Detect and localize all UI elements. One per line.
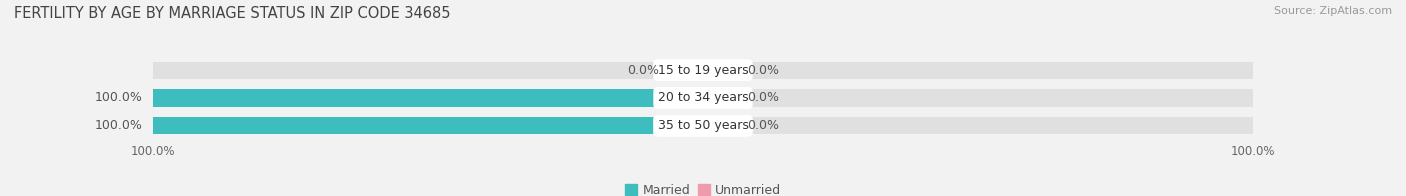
Text: 35 to 50 years: 35 to 50 years — [658, 119, 748, 132]
Text: 20 to 34 years: 20 to 34 years — [658, 92, 748, 104]
Bar — [675, 92, 703, 104]
Text: 0.0%: 0.0% — [747, 64, 779, 77]
Bar — [153, 89, 1253, 107]
Text: FERTILITY BY AGE BY MARRIAGE STATUS IN ZIP CODE 34685: FERTILITY BY AGE BY MARRIAGE STATUS IN Z… — [14, 6, 450, 21]
Bar — [675, 119, 703, 132]
Bar — [703, 92, 731, 104]
Text: Source: ZipAtlas.com: Source: ZipAtlas.com — [1274, 6, 1392, 16]
Text: 100.0%: 100.0% — [94, 119, 142, 132]
Bar — [703, 64, 731, 77]
Text: 0.0%: 0.0% — [627, 64, 659, 77]
Bar — [675, 64, 703, 77]
Bar — [153, 62, 1253, 79]
Text: 0.0%: 0.0% — [747, 92, 779, 104]
Bar — [153, 89, 703, 107]
Bar — [153, 117, 703, 134]
Bar — [153, 117, 1253, 134]
Text: 0.0%: 0.0% — [747, 119, 779, 132]
Text: 100.0%: 100.0% — [94, 92, 142, 104]
Text: 15 to 19 years: 15 to 19 years — [658, 64, 748, 77]
Legend: Married, Unmarried: Married, Unmarried — [624, 184, 782, 196]
Bar — [703, 119, 731, 132]
